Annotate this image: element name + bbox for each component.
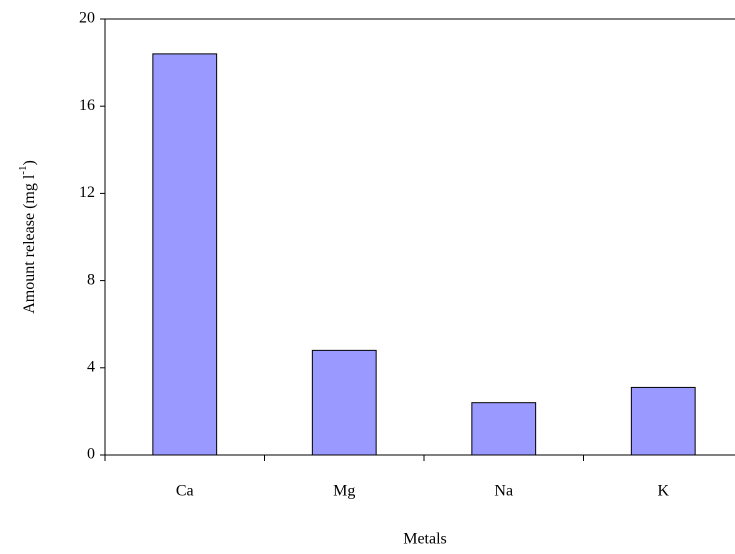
y-tick-label: 16 <box>79 97 95 114</box>
y-tick-label: 4 <box>87 358 95 375</box>
y-tick-label: 12 <box>79 184 95 201</box>
x-tick-label: Mg <box>333 483 355 500</box>
y-axis-label: Amount release (mg l-1) <box>17 160 38 314</box>
y-label-end: ) <box>21 160 38 165</box>
y-tick-label: 20 <box>79 10 95 27</box>
y-label-sup: -1 <box>17 166 29 175</box>
y-label-text: Amount release (mg l <box>21 174 38 314</box>
y-tick-label: 0 <box>87 446 95 463</box>
bar <box>152 53 218 456</box>
bar <box>471 402 537 456</box>
x-axis-label: Metals <box>403 531 447 548</box>
y-tick-label: 8 <box>87 271 95 288</box>
x-tick-label: Ca <box>176 483 194 500</box>
bar <box>311 349 377 456</box>
x-tick-label: Na <box>494 483 513 500</box>
bar <box>630 386 696 456</box>
x-tick-label: K <box>657 483 669 500</box>
